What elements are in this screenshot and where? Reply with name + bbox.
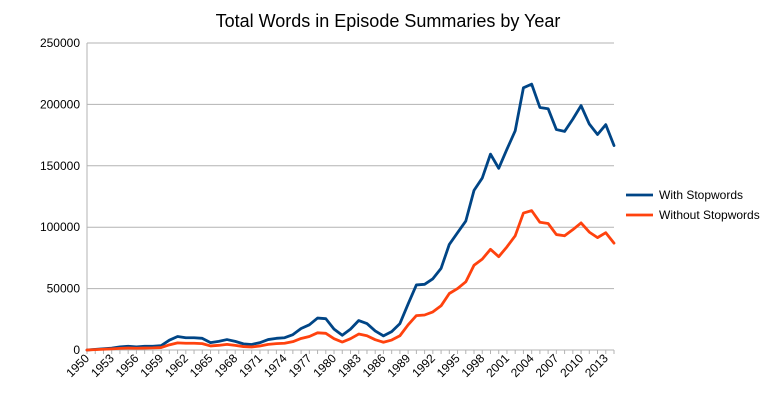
legend: With Stopwords Without Stopwords	[626, 188, 760, 222]
series-line-2	[85, 209, 616, 352]
y-tick-label: 0	[73, 343, 80, 357]
x-tick-label: 2001	[483, 351, 512, 380]
x-tick-label: 1950	[63, 351, 92, 380]
y-tick-label: 200000	[40, 97, 80, 111]
series-lines	[85, 82, 616, 352]
x-tick-label: 1965	[187, 351, 216, 380]
x-tick-label: 1974	[261, 351, 290, 380]
x-tick-label: 2010	[557, 351, 586, 380]
x-axis-ticks: 1950195319561959196219651968197119741977…	[63, 350, 615, 380]
x-tick-label: 2013	[582, 351, 611, 380]
x-tick-label: 1956	[113, 351, 142, 380]
legend-label: With Stopwords	[659, 188, 743, 202]
legend-label: Without Stopwords	[659, 208, 760, 222]
y-tick-label: 150000	[40, 159, 80, 173]
y-axis-ticks: 0 50000 100000 150000 200000 250000	[40, 36, 80, 357]
axes	[86, 43, 614, 351]
x-tick-label: 1980	[310, 351, 339, 380]
x-tick-label: 1962	[162, 351, 191, 380]
x-tick-label: 1953	[88, 351, 117, 380]
x-tick-label: 1968	[212, 351, 241, 380]
gridlines	[87, 42, 614, 290]
series-line-1	[85, 82, 616, 352]
y-tick-label: 250000	[40, 36, 80, 50]
x-tick-label: 1971	[236, 351, 265, 380]
x-tick-label: 1998	[459, 351, 488, 380]
x-tick-label: 1989	[384, 351, 413, 380]
x-tick-label: 1986	[360, 351, 389, 380]
x-tick-label: 1983	[335, 351, 364, 380]
x-tick-label: 2007	[533, 351, 562, 380]
x-tick-label: 1959	[137, 351, 166, 380]
chart-title: Total Words in Episode Summaries by Year	[216, 11, 561, 31]
x-tick-label: 2004	[508, 351, 537, 380]
x-tick-label: 1995	[434, 351, 463, 380]
y-tick-label: 100000	[40, 220, 80, 234]
x-tick-label: 1992	[409, 351, 438, 380]
x-tick-label: 1977	[286, 351, 315, 380]
y-tick-label: 50000	[47, 282, 81, 296]
